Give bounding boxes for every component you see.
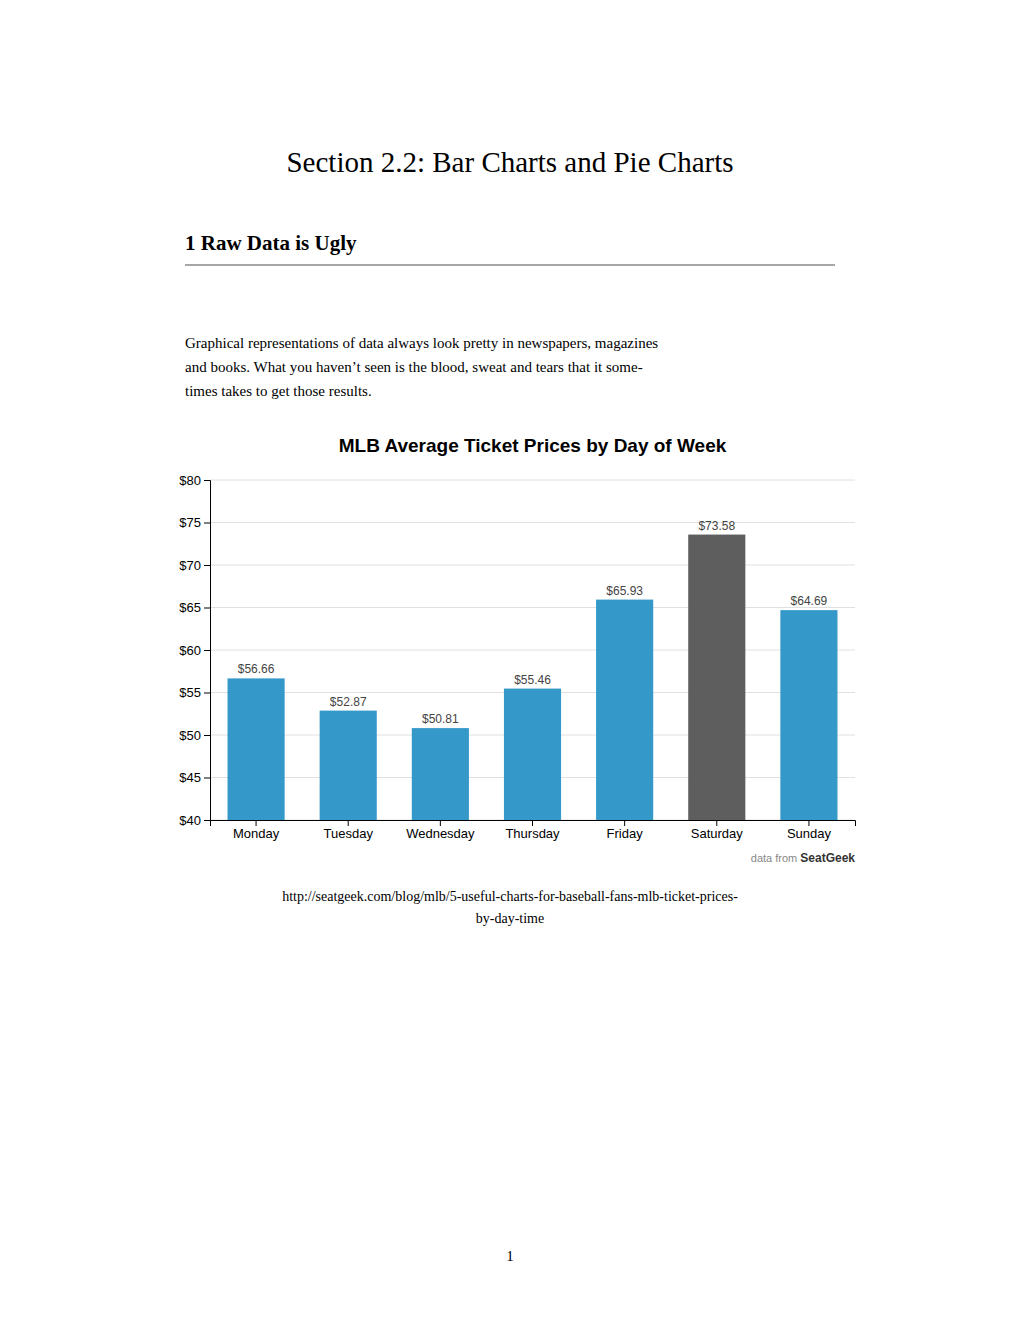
y-tick: $65 [179,600,210,615]
bar [688,535,745,820]
page-title: Section 2.2: Bar Charts and Pie Charts [286,146,733,178]
x-tick: Wednesday [406,820,475,841]
bars [228,535,838,820]
grid-line [210,650,855,651]
section-rule [185,265,835,266]
bar [228,678,285,820]
y-tick-mark [204,693,210,694]
data-label: $56.66 [238,662,275,676]
y-tick: $80 [179,473,210,488]
x-tick-mark [624,820,625,826]
y-tick-label: $75 [179,515,201,530]
source-note: data from SeatGeek [751,851,856,865]
bar [780,610,837,820]
y-tick-label: $40 [179,813,201,828]
y-tick-label: $70 [179,558,201,573]
body-line: and books. What you haven’t seen is the … [185,359,643,375]
x-tick-label: Monday [233,826,280,841]
x-tick-mark [256,820,257,826]
y-axis: $40 $45 $50 $55 $60 $65 $70 $75 $80 [179,473,210,828]
y-tick-label: $55 [179,685,201,700]
y-tick-mark [204,565,210,566]
source-name: SeatGeek [800,851,855,865]
y-tick-label: $60 [179,643,201,658]
x-tick-mark [440,820,441,826]
body-line: times takes to get those results. [185,383,372,399]
data-label: $65.93 [606,584,643,598]
chart: $40 $45 $50 $55 $60 $65 $70 $75 $80 Monday Tuesday… [179,435,855,1160]
data-label: $52.87 [330,695,367,709]
x-axis-line [211,821,856,827]
url-line: by-day-time [476,911,544,926]
x-tick: Friday [607,820,644,841]
x-tick: Thursday [505,820,560,841]
url-line: http://seatgeek.com/blog/mlb/5-useful-ch… [282,889,738,904]
x-tick: Sunday [787,820,832,841]
y-tick-label: $65 [179,600,201,615]
x-tick-label: Tuesday [324,826,374,841]
y-tick: $70 [179,558,210,573]
y-tick-mark [204,608,210,609]
y-axis-line [204,481,211,821]
y-tick: $45 [179,770,210,785]
y-tick-label: $45 [179,770,201,785]
x-tick: Tuesday [324,820,374,841]
y-tick: $50 [179,728,210,743]
y-tick-mark [204,735,210,736]
y-tick-mark [204,650,210,651]
page-number: 1 [506,1248,514,1264]
data-labels: $56.66 $52.87 $50.81 $55.46 $65.93 $73.58 $64.… [238,519,828,727]
section-title: 1 Raw Data is Ugly [185,231,357,255]
x-tick-label: Sunday [787,826,832,841]
page: Section 2.2: Bar Charts and Pie Charts 1 … [0,0,1019,1320]
bar [504,689,561,820]
body-line: Graphical representations of data always… [185,335,658,351]
grid-line [210,480,855,481]
x-tick-label: Saturday [691,826,744,841]
source-prefix: data from [751,852,801,864]
x-tick-mark [808,820,809,826]
y-tick: $55 [179,685,210,700]
x-tick-mark [348,820,349,826]
y-tick-mark [204,523,210,524]
y-tick-label: $80 [179,473,201,488]
x-tick-label: Thursday [505,826,560,841]
x-tick: Saturday [691,820,744,841]
grid-line [210,565,855,566]
x-tick: Monday [233,820,280,841]
data-label: $64.69 [791,594,828,608]
data-label: $50.81 [422,712,459,726]
body-text: Graphical representations of data always… [185,335,658,399]
x-tick-label: Wednesday [406,826,475,841]
x-tick-mark [716,820,717,826]
grid-line [210,607,855,608]
y-tick-mark [204,480,210,481]
bar [596,600,653,820]
bar [320,711,377,820]
x-axis: Monday Tuesday Wednesday Thursday Friday Satu… [211,820,856,841]
x-tick-mark [532,820,533,826]
chart-title: MLB Average Ticket Prices by Day of Week [339,435,727,456]
data-label: $55.46 [514,673,551,687]
y-tick: $40 [179,813,210,828]
x-tick-label: Friday [607,826,644,841]
y-tick: $60 [179,643,210,658]
grid-line [210,522,855,523]
y-tick-label: $50 [179,728,201,743]
y-tick: $75 [179,515,210,530]
bar [412,728,469,820]
y-tick-mark [204,778,210,779]
data-label: $73.58 [698,519,735,533]
y-tick-mark [204,820,210,821]
